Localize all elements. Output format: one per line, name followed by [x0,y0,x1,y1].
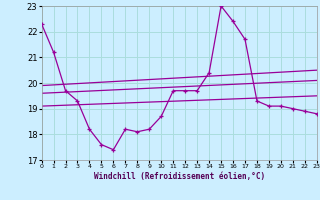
X-axis label: Windchill (Refroidissement éolien,°C): Windchill (Refroidissement éolien,°C) [94,172,265,181]
